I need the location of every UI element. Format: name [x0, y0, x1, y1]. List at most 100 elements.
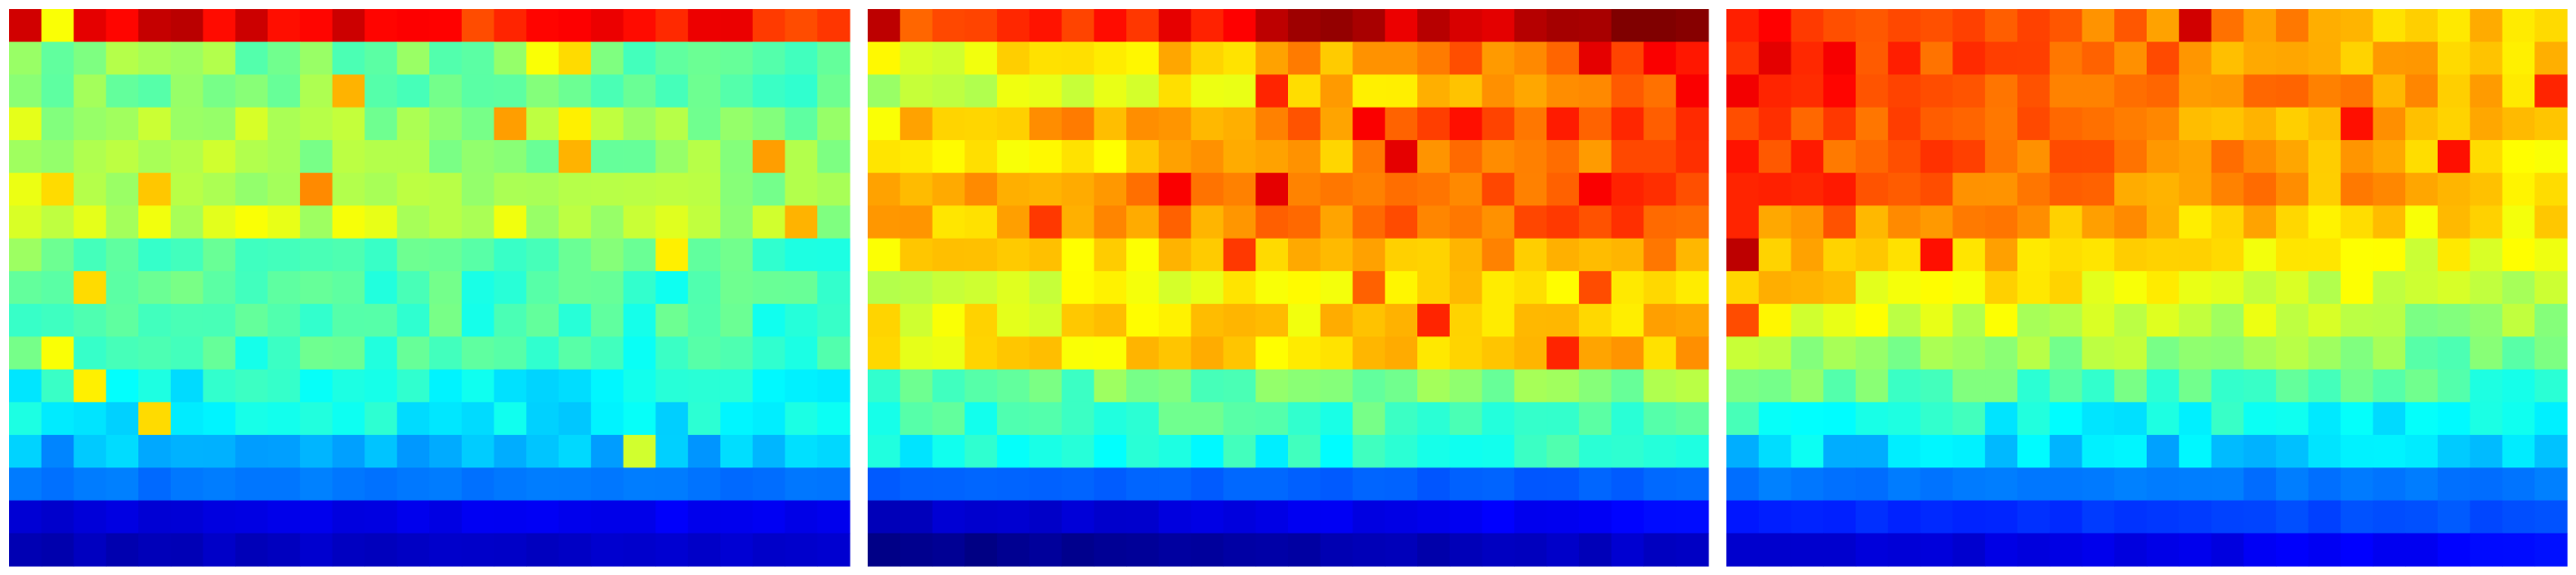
heatmap-cell	[964, 336, 998, 371]
heatmap-cell	[526, 107, 559, 141]
heatmap-cell	[719, 9, 754, 42]
heatmap-cell	[688, 369, 721, 403]
heatmap-cell	[73, 467, 107, 502]
heatmap-cell	[964, 205, 998, 240]
heatmap-cell	[623, 9, 656, 42]
heatmap-cell	[1791, 74, 1824, 108]
heatmap-cell	[170, 9, 204, 42]
heatmap-cell	[332, 42, 366, 76]
heatmap-cell	[1417, 500, 1451, 534]
heatmap-cell	[2243, 74, 2277, 108]
heatmap-cell	[2243, 467, 2277, 502]
heatmap-cell	[899, 500, 934, 534]
heatmap-cell	[2308, 74, 2342, 108]
heatmap-cell	[1320, 42, 1354, 76]
heatmap-cell	[2178, 74, 2213, 108]
heatmap-cell	[1288, 533, 1321, 567]
heatmap-cell	[688, 467, 721, 502]
heatmap-cell	[2534, 107, 2568, 141]
heatmap-cell	[2405, 304, 2439, 337]
heatmap-cell	[1481, 369, 1515, 403]
heatmap-cell	[655, 139, 689, 174]
heatmap-cell	[1223, 401, 1256, 436]
heatmap-cell	[2340, 270, 2374, 305]
heatmap-cell	[1676, 42, 1709, 76]
heatmap-cell	[1547, 139, 1580, 174]
heatmap-cell	[2502, 270, 2535, 305]
heatmap-cell	[299, 500, 334, 534]
heatmap-cell	[332, 107, 366, 141]
heatmap-cell	[1385, 304, 1418, 337]
heatmap-cell	[1985, 336, 2018, 371]
heatmap-cell	[2340, 533, 2374, 567]
heatmap-cell	[1288, 467, 1321, 502]
heatmap-cell	[1061, 533, 1095, 567]
heatmap-cell	[2147, 401, 2180, 436]
heatmap-cell	[817, 435, 851, 468]
heatmap-cell	[73, 107, 107, 141]
heatmap-cell	[899, 270, 934, 305]
heatmap-cell	[964, 107, 998, 141]
heatmap-cell	[1823, 107, 1857, 141]
heatmap-cell	[2373, 435, 2406, 468]
heatmap-cell	[785, 401, 818, 436]
heatmap-cell	[1643, 238, 1677, 272]
heatmap-cell	[1158, 9, 1192, 42]
heatmap-cell	[2178, 500, 2213, 534]
heatmap-cell	[526, 435, 559, 468]
heatmap-cell	[1758, 238, 1792, 272]
heatmap-cell	[1320, 9, 1354, 42]
heatmap-cell	[2211, 270, 2244, 305]
heatmap-cell	[235, 173, 268, 207]
heatmap-cell	[1094, 369, 1127, 403]
heatmap-cell	[2147, 205, 2180, 240]
heatmap-cell	[332, 467, 366, 502]
heatmap-cell	[2502, 173, 2535, 207]
heatmap-cell	[1352, 270, 1386, 305]
heatmap-cell	[1547, 401, 1580, 436]
heatmap-cell	[41, 533, 75, 567]
heatmap-cell	[1126, 74, 1160, 108]
heatmap-cell	[590, 173, 625, 207]
heatmap-cell	[964, 369, 998, 403]
heatmap-cell	[2308, 270, 2342, 305]
heatmap-cell	[1223, 336, 1256, 371]
heatmap-cell	[1385, 173, 1418, 207]
heatmap-cell	[429, 435, 463, 468]
heatmap-cell	[2017, 401, 2051, 436]
heatmap-cell	[202, 369, 236, 403]
heatmap-cell	[1985, 304, 2018, 337]
heatmap-cell	[1791, 107, 1824, 141]
heatmap-cell	[235, 42, 268, 76]
heatmap-cell	[1061, 401, 1095, 436]
heatmap-cell	[73, 336, 107, 371]
heatmap-cell	[1320, 369, 1354, 403]
heatmap-cell	[1417, 139, 1451, 174]
heatmap-cell	[494, 42, 527, 76]
heatmap-cell	[1611, 9, 1645, 42]
heatmap-cell	[2114, 42, 2148, 76]
heatmap-cell	[932, 401, 965, 436]
heatmap-cell	[1029, 9, 1063, 42]
heatmap-cell	[997, 467, 1030, 502]
heatmap-cell	[235, 435, 268, 468]
heatmap-cell	[41, 238, 75, 272]
heatmap-cell	[1126, 467, 1160, 502]
heatmap-cell	[2049, 139, 2083, 174]
heatmap-cell	[1094, 205, 1127, 240]
heatmap-cell	[1385, 500, 1418, 534]
heatmap-cell	[2211, 42, 2244, 76]
heatmap-cell	[1952, 205, 1986, 240]
heatmap-cell	[1061, 173, 1095, 207]
heatmap-cell	[1758, 42, 1792, 76]
heatmap-cell	[106, 173, 139, 207]
heatmap-cell	[964, 500, 998, 534]
heatmap-cell	[1255, 533, 1289, 567]
heatmap-cell	[752, 500, 786, 534]
heatmap-cell	[1578, 107, 1612, 141]
heatmap-cell	[1158, 74, 1192, 108]
heatmap-cell	[2147, 42, 2180, 76]
heatmap-cell	[429, 74, 463, 108]
heatmap-cell	[1758, 9, 1792, 42]
heatmap-cell	[170, 533, 204, 567]
